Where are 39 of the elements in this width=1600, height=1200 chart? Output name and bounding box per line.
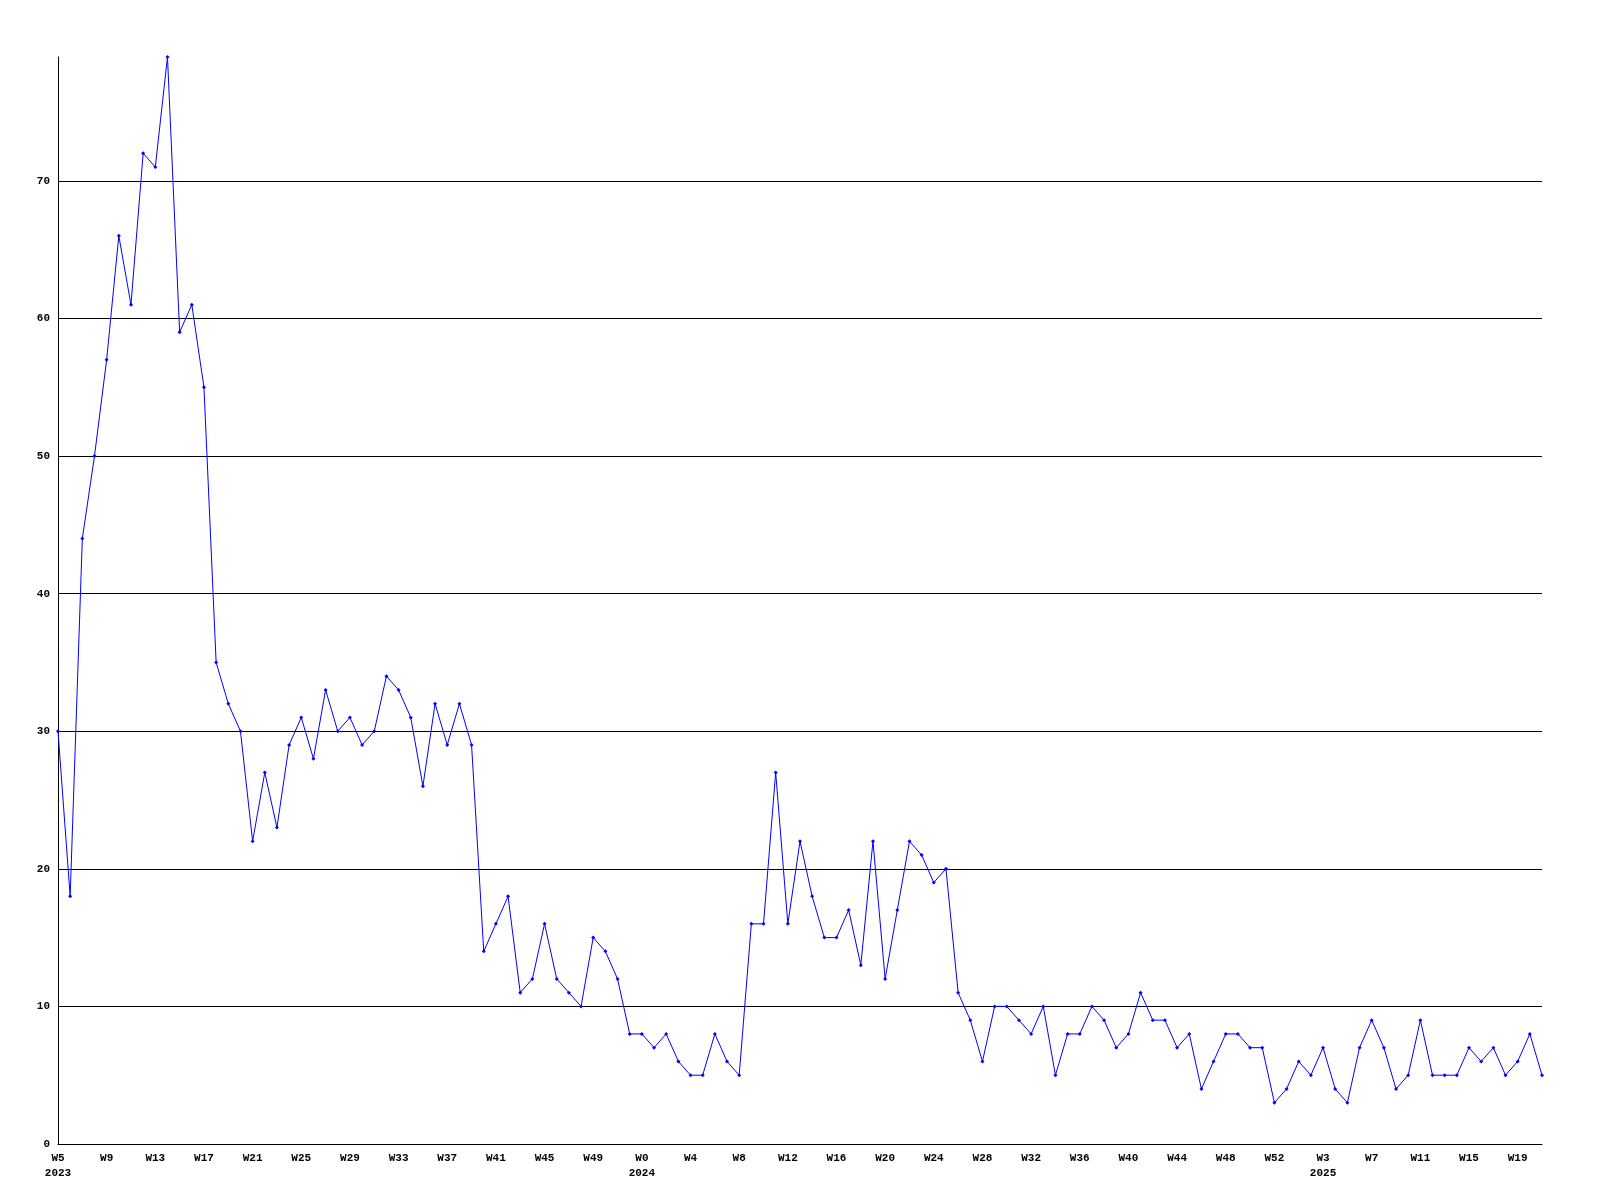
x-tick-label: W17: [194, 1151, 214, 1164]
x-tick-label: W16: [826, 1151, 847, 1164]
x-tick-label: W49: [583, 1151, 604, 1164]
x-tick-label: W45: [534, 1151, 555, 1164]
x-tick-label: W0 2024: [628, 1151, 656, 1179]
y-tick-label: 40: [36, 587, 50, 600]
x-tick-label: W25: [291, 1151, 312, 1164]
x-tick-label: W44: [1167, 1151, 1188, 1164]
y-tick-label: 0: [43, 1138, 50, 1150]
x-tick-label: W19: [1507, 1151, 1528, 1164]
x-tick-label: W40: [1118, 1151, 1139, 1164]
x-tick-label: W41: [486, 1151, 507, 1164]
x-tick-label: W12: [777, 1151, 798, 1164]
x-tick-label: W33: [388, 1151, 409, 1164]
x-tick-label: W11: [1410, 1151, 1431, 1164]
x-tick-label: W3 2025: [1309, 1151, 1337, 1179]
x-tick-label: W8: [732, 1151, 747, 1164]
x-tick-label: W36: [1069, 1151, 1090, 1164]
x-tick-label: W28: [972, 1151, 993, 1164]
x-tick-label: W4: [683, 1151, 698, 1164]
x-tick-label: W24: [923, 1151, 945, 1164]
x-tick-label: W13: [145, 1151, 166, 1164]
x-tick-label: W9: [100, 1151, 114, 1164]
y-tick-label: 50: [36, 450, 50, 463]
x-tick-label: W20: [875, 1151, 896, 1164]
x-tick-label: W15: [1459, 1151, 1480, 1164]
y-tick-label: 20: [36, 862, 50, 875]
y-tick-label: 70: [36, 174, 50, 187]
x-tick-label: W21: [242, 1151, 263, 1164]
y-tick-label: 30: [36, 725, 50, 738]
x-tick-label: W52: [1264, 1151, 1285, 1164]
y-tick-label: 10: [36, 1000, 50, 1013]
x-tick-label: W7: [1365, 1151, 1379, 1164]
x-tick-label: W5 2023: [44, 1151, 72, 1179]
x-tick-label: W37: [437, 1151, 458, 1164]
x-tick-label: W32: [1021, 1151, 1042, 1164]
y-tick-label: 60: [36, 312, 50, 325]
x-tick-label: W48: [1215, 1151, 1237, 1164]
x-tick-label: W29: [340, 1151, 360, 1164]
